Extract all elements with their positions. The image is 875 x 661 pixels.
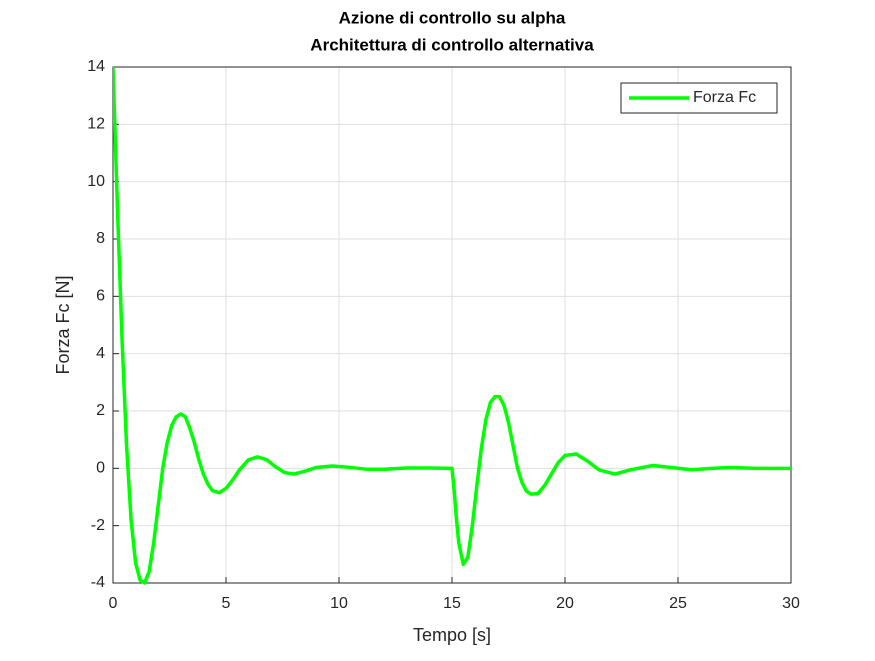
y-tick-label: 4 <box>96 345 105 362</box>
y-tick-label: 0 <box>96 460 105 477</box>
y-axis-label: Forza Fc [N] <box>53 275 73 374</box>
x-tick-label: 30 <box>782 595 800 612</box>
chart-subtitle: Architettura di controllo alternativa <box>310 35 594 54</box>
y-tick-label: -4 <box>91 574 105 591</box>
y-tick-label: 8 <box>96 230 105 247</box>
y-tick-label: 10 <box>87 173 105 190</box>
x-tick-label: 0 <box>109 595 118 612</box>
y-tick-label: 2 <box>96 402 105 419</box>
x-tick-label: 15 <box>443 595 461 612</box>
line <box>113 66 791 585</box>
y-tick-label: -2 <box>91 517 105 534</box>
x-tick-label: 5 <box>222 595 231 612</box>
legend-label: Forza Fc <box>693 89 756 106</box>
y-tick-label: 6 <box>96 288 105 305</box>
y-tick-label: 12 <box>87 116 105 133</box>
plot-frame <box>112 66 792 584</box>
chart-title: Azione di controllo su alpha <box>339 8 566 27</box>
x-tick-label: 25 <box>669 595 687 612</box>
y-tick-label: 14 <box>87 58 105 75</box>
x-tick-label: 10 <box>330 595 348 612</box>
x-tick-label: 20 <box>556 595 574 612</box>
x-axis-label: Tempo [s] <box>413 625 491 645</box>
